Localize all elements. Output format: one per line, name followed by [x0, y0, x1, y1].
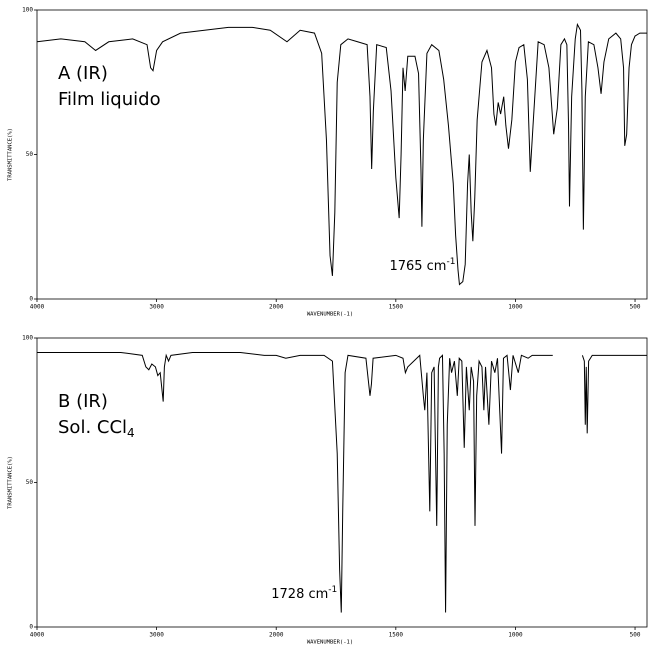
x-axis-label: WAVENUMBER(-1)	[307, 312, 353, 318]
x-tick-label: 2000	[269, 632, 284, 639]
plot-frame	[36, 9, 648, 300]
x-tick-label: 1500	[389, 304, 404, 311]
y-tick-label: 100	[22, 7, 33, 14]
x-tick-label: 1500	[389, 632, 404, 639]
sample-label: Sol. CCl4	[58, 417, 135, 440]
sample-label-text: Film liquido	[58, 89, 161, 110]
subscript: 4	[127, 426, 135, 440]
peak-annotation: 1728 cm-1	[271, 585, 337, 602]
spectrum-panel: 0 50 100 4000 3000 2000 1500 1000 500 WAVENUMBER(…	[8, 7, 648, 318]
y-tick-label: 50	[26, 479, 34, 486]
x-tick-label: 4000	[30, 304, 45, 311]
x-tick-label: 1000	[508, 632, 523, 639]
spectrum-panel: 0 50 100 4000 3000 2000 1500 1000 500 WAVENUMBER(…	[8, 335, 648, 646]
x-tick-label: 3000	[149, 632, 164, 639]
x-tick-label: 2000	[269, 304, 284, 311]
y-tick-label: 50	[26, 151, 34, 158]
x-tick-label: 1000	[508, 304, 523, 311]
y-tick-label: 0	[29, 296, 33, 303]
peak-annotation: 1765 cm-1	[389, 257, 455, 274]
x-axis-label: WAVENUMBER(-1)	[307, 640, 353, 646]
superscript: -1	[446, 257, 455, 267]
x-tick-label: 500	[630, 304, 641, 311]
sample-label: A (IR)	[58, 63, 108, 84]
sample-label-text: Sol. CCl	[58, 417, 127, 438]
sample-label: B (IR)	[58, 391, 108, 412]
x-tick-label: 3000	[149, 304, 164, 311]
sample-label: Film liquido	[58, 89, 161, 110]
sample-label-text: B (IR)	[58, 391, 108, 412]
y-axis-label: TRANSMITTANCE(%)	[8, 456, 14, 509]
annotation-text: 1765 cm	[389, 259, 446, 274]
spectrum-line	[37, 351, 647, 613]
y-axis-label: TRANSMITTANCE(%)	[8, 128, 14, 181]
x-tick-label: 500	[630, 632, 641, 639]
superscript: -1	[328, 585, 337, 595]
y-tick-label: 100	[22, 335, 33, 342]
annotation-text: 1728 cm	[271, 587, 328, 602]
x-tick-label: 4000	[30, 632, 45, 639]
sample-label-text: A (IR)	[58, 63, 108, 84]
y-tick-label: 0	[29, 624, 33, 631]
spectrum-line	[36, 22, 647, 286]
